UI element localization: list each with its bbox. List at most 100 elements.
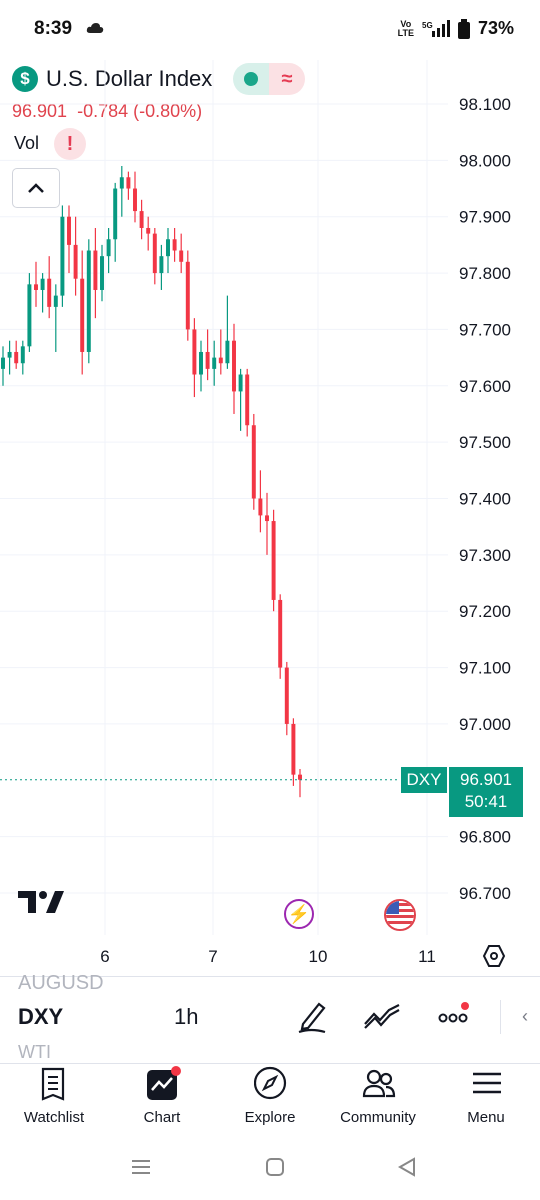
next-symbol[interactable]: WTI bbox=[18, 1042, 51, 1062]
collapse-legend-button[interactable] bbox=[12, 168, 60, 208]
y-tick-label: 97.500 bbox=[459, 433, 511, 452]
nav-community[interactable]: Community bbox=[324, 1064, 432, 1144]
bottom-nav-divider bbox=[0, 1063, 540, 1064]
last-price-label: 96.901 50:41 bbox=[449, 767, 523, 817]
battery-icon bbox=[457, 18, 470, 39]
symbol-name[interactable]: U.S. Dollar Index bbox=[46, 66, 213, 91]
candle-body bbox=[232, 340, 236, 392]
candle-body bbox=[278, 599, 283, 668]
candlestick-series bbox=[1, 165, 302, 798]
chevron-left-icon[interactable]: ‹ bbox=[522, 1006, 528, 1026]
y-tick-label: 96.800 bbox=[459, 828, 511, 847]
more-options-icon[interactable] bbox=[438, 1000, 472, 1030]
candle-body bbox=[245, 374, 250, 426]
symbol-price-label: DXY bbox=[401, 767, 447, 793]
nav-label: Community bbox=[340, 1109, 416, 1126]
volte-indicator: Vo LTE bbox=[397, 18, 414, 38]
x-tick-label: 7 bbox=[208, 947, 217, 966]
y-tick-label: 97.400 bbox=[459, 490, 511, 509]
y-tick-label: 96.700 bbox=[459, 884, 511, 903]
y-tick-label: 97.800 bbox=[459, 264, 511, 283]
candle-body bbox=[192, 329, 197, 375]
candle-body bbox=[93, 250, 98, 290]
candle-body bbox=[212, 357, 217, 369]
y-tick-label: 98.100 bbox=[459, 95, 511, 114]
x-tick-label: 6 bbox=[100, 947, 109, 966]
home-icon[interactable] bbox=[264, 1156, 286, 1178]
y-tick-label: 97.000 bbox=[459, 715, 511, 734]
candle-body bbox=[73, 244, 78, 279]
nav-explore[interactable]: Explore bbox=[216, 1064, 324, 1144]
candle-body bbox=[159, 256, 164, 274]
price-chart[interactable]: 98.100 98.000 97.900 97.800 97.700 97.600 97.5… bbox=[0, 60, 540, 976]
y-tick-label: 97.700 bbox=[459, 320, 511, 339]
chart-grid bbox=[0, 60, 448, 935]
battery-percent: 73% bbox=[477, 18, 514, 38]
candle-body bbox=[225, 340, 230, 364]
candle-body bbox=[271, 521, 276, 600]
recents-icon[interactable] bbox=[130, 1156, 152, 1178]
nav-label: Menu bbox=[467, 1109, 505, 1126]
candle-body bbox=[34, 284, 38, 290]
nav-label: Explore bbox=[244, 1109, 296, 1126]
candle-body bbox=[126, 177, 131, 189]
candle-body bbox=[166, 239, 170, 257]
candle-body bbox=[80, 278, 85, 352]
candle-body bbox=[172, 239, 177, 251]
market-status-pill[interactable]: ≈ bbox=[233, 63, 305, 95]
candle-body bbox=[53, 295, 58, 307]
y-tick-label: 98.000 bbox=[459, 151, 511, 170]
signal-icon: 5G bbox=[422, 19, 450, 37]
indicators-icon[interactable] bbox=[362, 1000, 402, 1032]
candle-body bbox=[27, 284, 32, 347]
candle-body bbox=[298, 774, 302, 780]
candle-body bbox=[67, 216, 71, 245]
candle-body bbox=[40, 278, 45, 290]
menu-icon bbox=[473, 1072, 501, 1094]
status-right: Vo LTE 5G 73% bbox=[398, 18, 514, 39]
us-flag-icon[interactable] bbox=[384, 899, 416, 931]
candle-body bbox=[251, 425, 256, 499]
candle-body bbox=[60, 216, 65, 296]
candle-body bbox=[14, 351, 19, 364]
y-tick-label: 97.300 bbox=[459, 546, 511, 565]
candle-body bbox=[258, 498, 263, 516]
market-open-dot bbox=[244, 72, 258, 86]
symbol-logo: $ bbox=[12, 66, 38, 92]
candle-body bbox=[205, 351, 210, 369]
candle-body bbox=[291, 723, 296, 775]
community-icon bbox=[362, 1069, 396, 1098]
drawing-tool-icon[interactable] bbox=[295, 998, 329, 1034]
nav-chart[interactable]: Chart bbox=[108, 1064, 216, 1144]
candle-body bbox=[7, 351, 12, 358]
volume-alert-icon[interactable]: ! bbox=[54, 128, 86, 160]
y-tick-label: 97.900 bbox=[459, 208, 511, 227]
tradingview-logo bbox=[18, 891, 64, 913]
candle-body bbox=[238, 374, 243, 392]
time-axis: 6 7 10 11 bbox=[100, 947, 436, 966]
nav-menu[interactable]: Menu bbox=[432, 1064, 540, 1144]
candle-body bbox=[106, 239, 111, 257]
chart-settings-icon[interactable] bbox=[482, 944, 506, 968]
compass-icon bbox=[254, 1066, 287, 1100]
y-tick-label: 97.200 bbox=[459, 602, 511, 621]
candle-body bbox=[199, 351, 203, 375]
volume-label[interactable]: Vol bbox=[14, 133, 40, 153]
candle-body bbox=[179, 250, 184, 262]
nav-watchlist[interactable]: Watchlist bbox=[0, 1064, 108, 1144]
prev-symbol[interactable]: AUGUSD bbox=[18, 972, 104, 994]
cloud-icon bbox=[86, 23, 104, 33]
interval-selector[interactable]: 1h bbox=[174, 1004, 199, 1029]
nav-label: Chart bbox=[143, 1109, 181, 1126]
toolbar-divider bbox=[0, 976, 540, 977]
back-icon[interactable] bbox=[396, 1156, 418, 1178]
y-tick-label: 97.600 bbox=[459, 377, 511, 396]
x-tick-label: 11 bbox=[418, 947, 436, 966]
system-navigation-bar bbox=[0, 1144, 540, 1200]
price-axis: 98.100 98.000 97.900 97.800 97.700 97.600 97.5… bbox=[459, 95, 511, 903]
events-bolt-icon[interactable]: ⚡ bbox=[284, 899, 314, 929]
watchlist-icon bbox=[41, 1067, 65, 1101]
current-symbol[interactable]: DXY bbox=[18, 1004, 64, 1029]
candle-body bbox=[20, 346, 25, 364]
candle-body bbox=[218, 357, 223, 364]
